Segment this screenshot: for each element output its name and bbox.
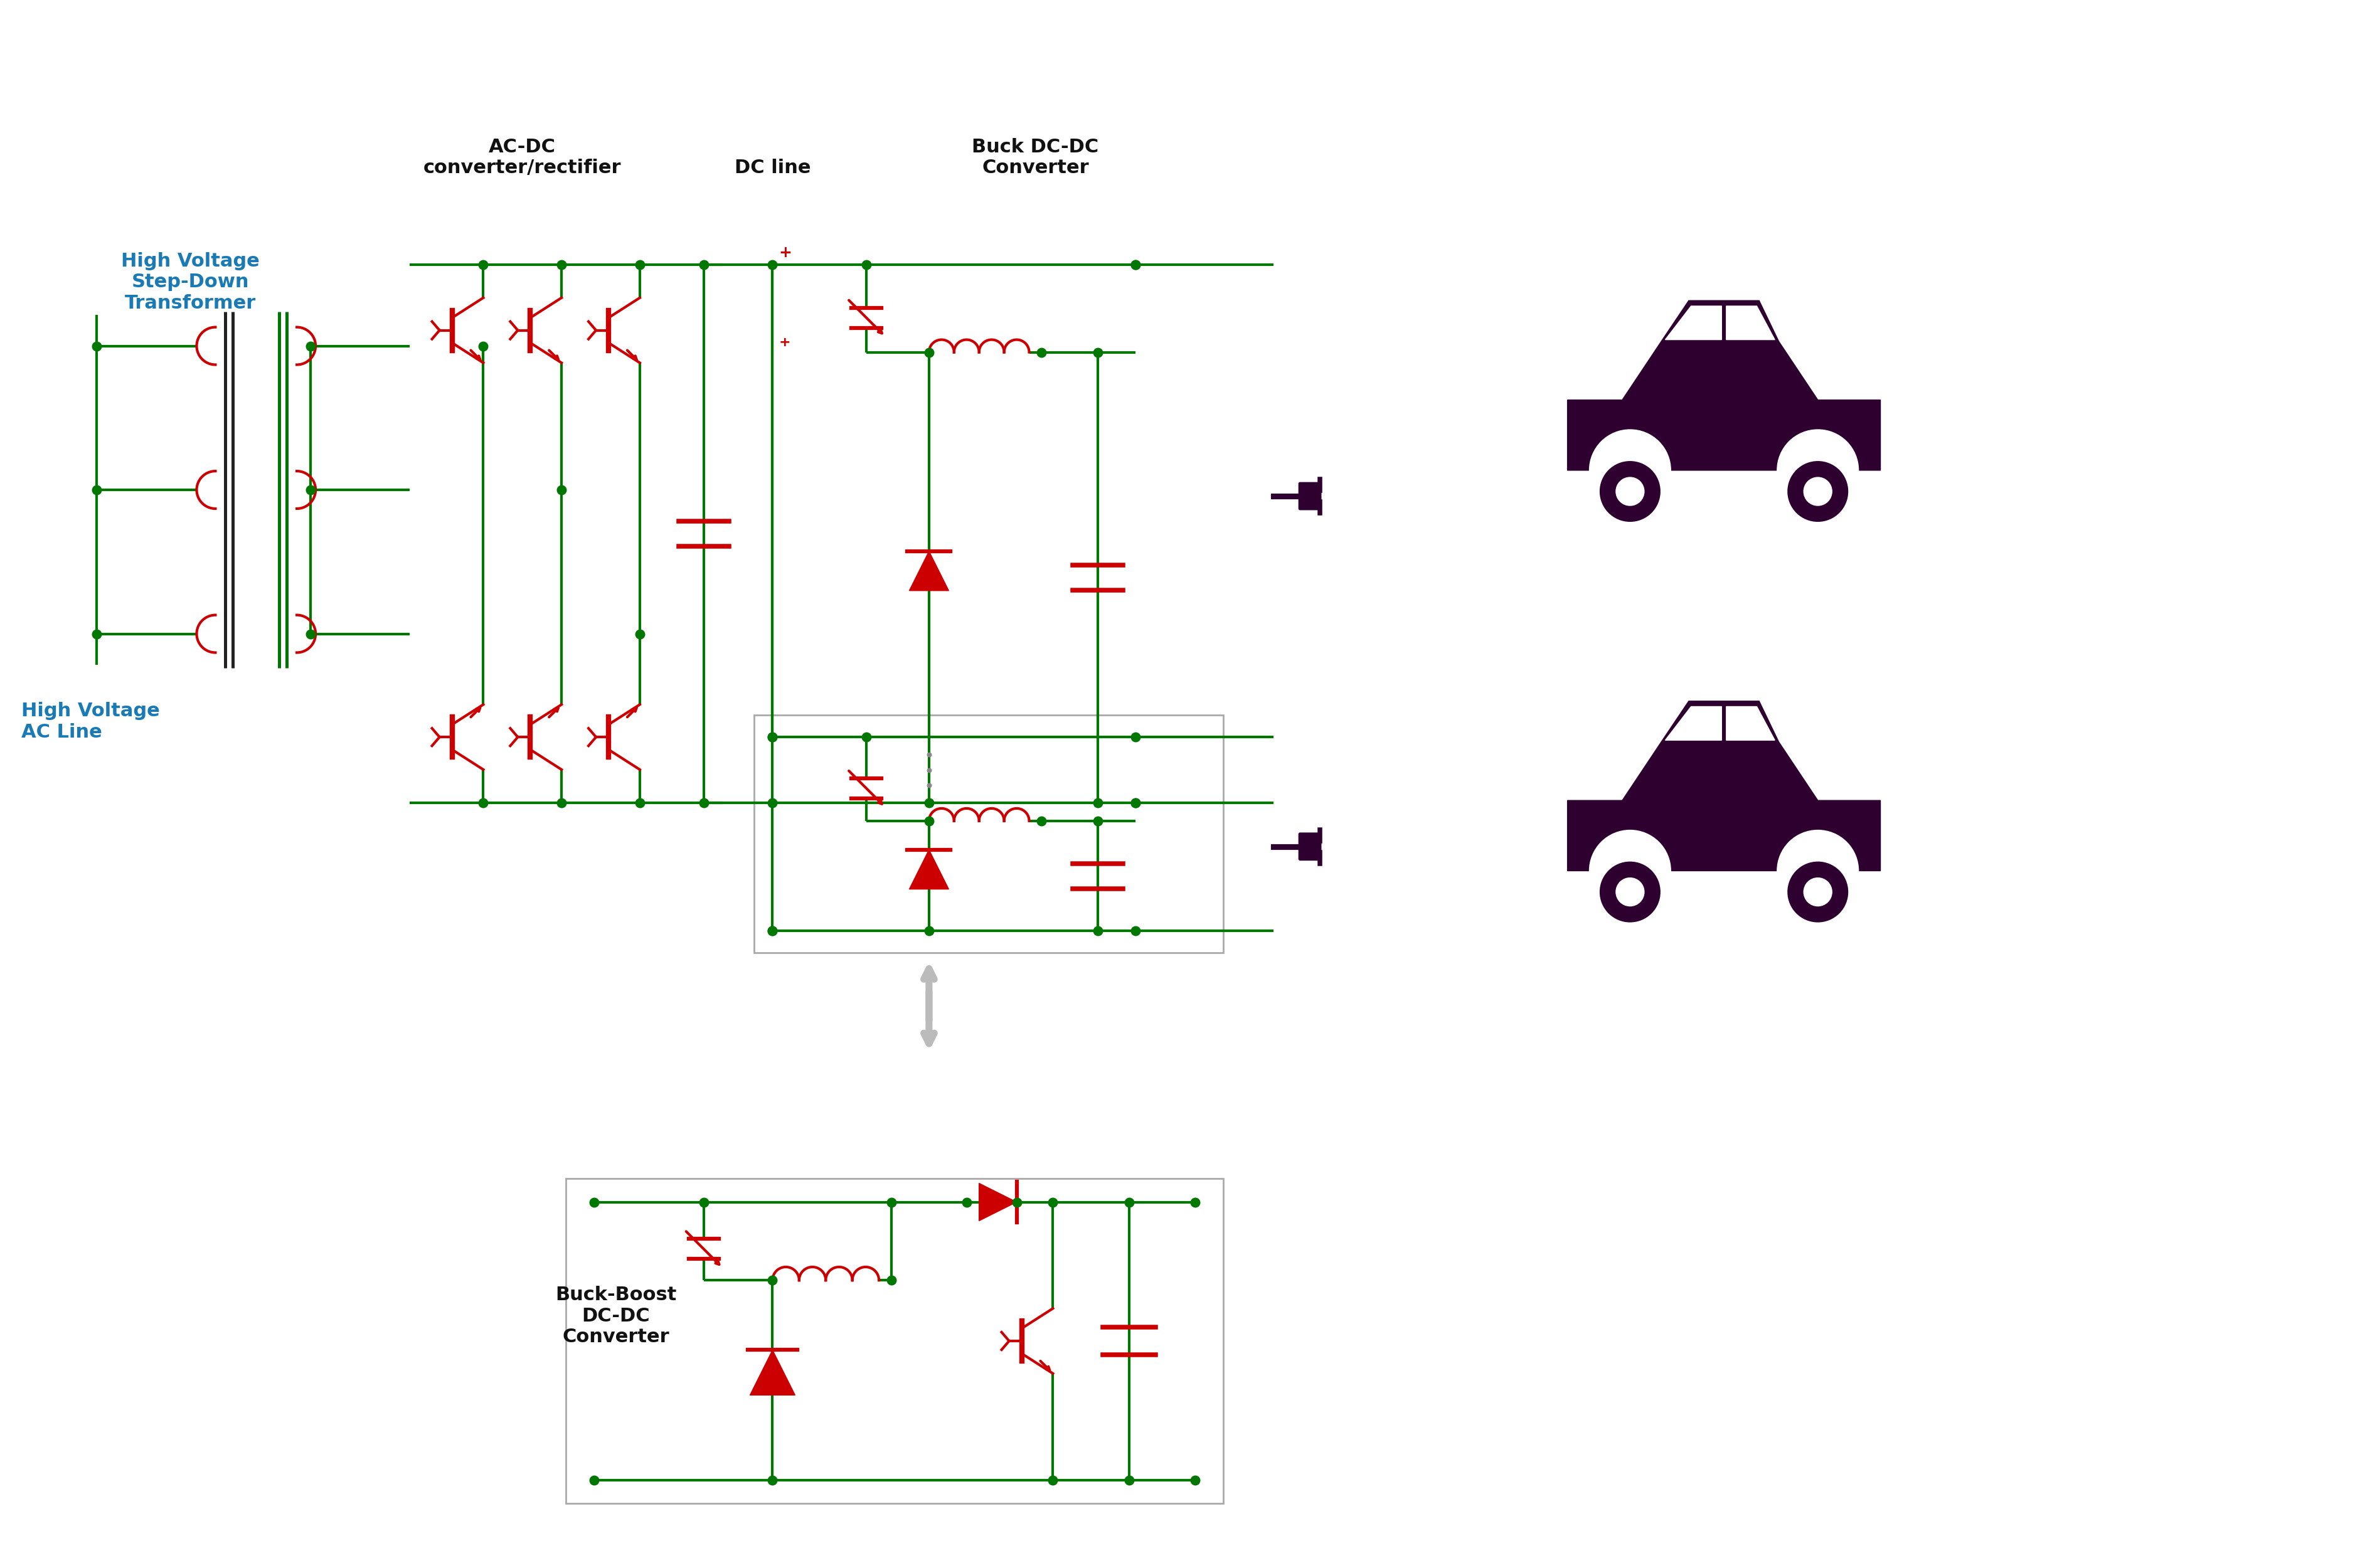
Point (754, 252, 791, 278)
Point (909, 809, 947, 834)
Point (754, 919, 791, 944)
Circle shape (1785, 459, 1849, 522)
FancyBboxPatch shape (1298, 483, 1321, 510)
Point (754, 790, 791, 815)
Polygon shape (909, 850, 949, 889)
Point (1079, 809, 1116, 834)
Point (1175, 1468, 1213, 1493)
Point (78, 334, 115, 359)
Circle shape (1804, 477, 1832, 505)
Text: DC line: DC line (735, 158, 810, 177)
Polygon shape (1726, 707, 1773, 740)
FancyBboxPatch shape (1298, 833, 1321, 861)
Polygon shape (1665, 306, 1722, 340)
Circle shape (1599, 861, 1660, 924)
Circle shape (1590, 829, 1670, 911)
Text: +: + (780, 336, 791, 348)
Polygon shape (1566, 342, 1879, 470)
Point (292, 334, 330, 359)
Text: Buck DC-DC
Converter: Buck DC-DC Converter (973, 138, 1097, 177)
Circle shape (1776, 829, 1858, 911)
Circle shape (1590, 430, 1670, 511)
Point (1079, 919, 1116, 944)
Point (1116, 252, 1154, 278)
Point (78, 621, 115, 646)
Circle shape (1599, 459, 1660, 522)
Point (1022, 340, 1060, 365)
Point (909, 790, 947, 815)
Point (848, 724, 885, 750)
Point (1116, 790, 1154, 815)
Polygon shape (909, 552, 949, 591)
Point (754, 724, 791, 750)
Point (999, 1190, 1036, 1215)
Point (1034, 1190, 1072, 1215)
Point (1022, 809, 1060, 834)
Polygon shape (980, 1184, 1017, 1221)
Point (464, 334, 502, 359)
Point (464, 790, 502, 815)
Point (947, 1190, 984, 1215)
Point (754, 1267, 791, 1292)
Point (78, 477, 115, 502)
Circle shape (1776, 430, 1858, 511)
Point (909, 919, 947, 944)
Point (754, 919, 791, 944)
Polygon shape (1660, 701, 1778, 742)
Text: High Voltage
AC Line: High Voltage AC Line (21, 702, 160, 742)
Point (909, 742, 947, 767)
Point (1079, 340, 1116, 365)
Point (909, 773, 947, 798)
Point (622, 252, 659, 278)
Text: High Voltage
Step-Down
Transformer: High Voltage Step-Down Transformer (120, 252, 259, 312)
Text: Buck-Boost
DC-DC
Converter: Buck-Boost DC-DC Converter (556, 1286, 676, 1345)
Point (871, 1190, 909, 1215)
Point (685, 252, 723, 278)
Point (1116, 790, 1154, 815)
Polygon shape (1665, 707, 1722, 740)
Polygon shape (1566, 742, 1879, 870)
Text: AC-DC
converter/rectifier: AC-DC converter/rectifier (424, 138, 622, 177)
Point (464, 252, 502, 278)
Point (685, 790, 723, 815)
Polygon shape (1726, 306, 1773, 340)
Point (1116, 919, 1154, 944)
Point (1109, 1468, 1147, 1493)
Point (575, 1190, 612, 1215)
Point (1175, 1190, 1213, 1215)
Point (622, 621, 659, 646)
Point (1034, 1468, 1072, 1493)
Point (1116, 724, 1154, 750)
Point (542, 252, 579, 278)
Point (848, 252, 885, 278)
Point (292, 477, 330, 502)
Circle shape (1616, 878, 1644, 906)
Polygon shape (1660, 301, 1778, 342)
Point (1116, 252, 1154, 278)
Point (292, 621, 330, 646)
Point (575, 1468, 612, 1493)
Point (871, 1267, 909, 1292)
Point (909, 757, 947, 782)
Point (754, 1468, 791, 1493)
Bar (565, 1178, 1222, 1504)
Point (622, 790, 659, 815)
Circle shape (1616, 477, 1644, 505)
Point (909, 340, 947, 365)
Point (1079, 790, 1116, 815)
Circle shape (1785, 861, 1849, 924)
Circle shape (1804, 878, 1832, 906)
Bar (754, 715, 1222, 953)
Text: +: + (780, 245, 791, 260)
Point (1109, 1190, 1147, 1215)
Point (542, 477, 579, 502)
Point (542, 790, 579, 815)
Point (754, 724, 791, 750)
Point (685, 1190, 723, 1215)
Polygon shape (749, 1350, 796, 1396)
